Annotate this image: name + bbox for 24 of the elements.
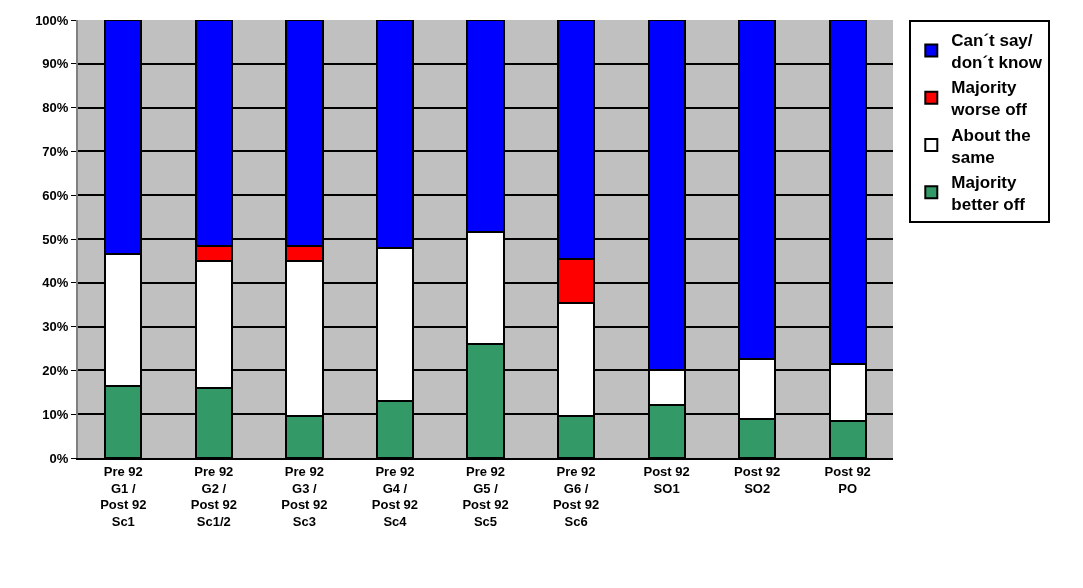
legend-label: Majority better off xyxy=(951,172,1026,214)
x-tick-label: Pre 92 G6 / Post 92 Sc6 xyxy=(552,463,600,530)
y-tick-label: 40% xyxy=(42,275,69,291)
x-tick-label: Pre 92 G1 / Post 92 Sc1 xyxy=(100,463,147,530)
legend-label: About the same xyxy=(951,125,1031,167)
x-tick-label: Pre 92 G2 / Post 92 Sc1/2 xyxy=(190,463,237,530)
y-tick-label: 100% xyxy=(35,12,69,28)
x-tick-label: Pre 92 G4 / Post 92 Sc4 xyxy=(371,463,419,530)
y-tick-label: 30% xyxy=(42,319,69,335)
x-tick-label: Post 92 SO1 xyxy=(643,463,690,496)
y-tick-label: 90% xyxy=(42,56,69,72)
x-tick-label: Post 92 SO2 xyxy=(734,463,781,496)
x-tick-label: Pre 92 G5 / Post 92 Sc5 xyxy=(462,463,509,530)
y-tick-label: 60% xyxy=(42,187,69,203)
y-tick-label: 50% xyxy=(42,231,69,247)
y-tick-label: 20% xyxy=(42,362,69,378)
y-tick-label: 0% xyxy=(49,450,69,466)
y-tick-label: 80% xyxy=(42,100,69,116)
y-tick-label: 10% xyxy=(42,406,69,422)
legend-label: Majority worse off xyxy=(950,78,1028,120)
x-tick-label: Post 92 PO xyxy=(824,463,871,496)
x-tick-label: Pre 92 G3 / Post 92 Sc3 xyxy=(281,463,328,530)
legend-label: Can´t say/ don´t know xyxy=(951,31,1043,73)
y-tick-label: 70% xyxy=(42,143,69,159)
